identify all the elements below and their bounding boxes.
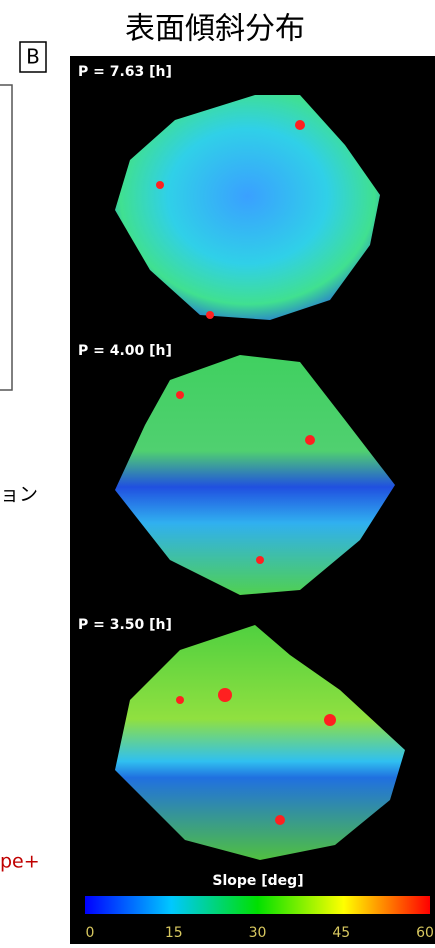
panel-period-label: P = 7.63 [h] — [78, 64, 172, 80]
colorbar-tick-label: 15 — [165, 925, 183, 941]
colorbar-title: Slope [deg] — [212, 873, 303, 889]
side-text: pe+ — [0, 851, 40, 873]
colorbar-tick-label: 30 — [249, 925, 267, 941]
panel-period-label: P = 3.50 [h] — [78, 617, 172, 633]
slide: ョン pe+ 表面傾斜分布 B Slope [deg] 0 15 30 45 60 — [0, 0, 435, 944]
colorbar-tick-label: 60 — [416, 925, 434, 941]
page: ョン pe+ 表面傾斜分布 B Slope [deg] 0 15 30 45 60 P … — [0, 0, 435, 944]
title: 表面傾斜分布 — [125, 12, 305, 47]
colorbar-tick-label: 0 — [86, 925, 95, 941]
panel-label: B — [26, 45, 40, 69]
colorbar-tick-label: 45 — [332, 925, 350, 941]
side-box — [0, 85, 12, 390]
colorbar — [85, 896, 430, 914]
side-text: ョン — [0, 484, 38, 506]
panel-period-label: P = 4.00 [h] — [78, 343, 172, 359]
